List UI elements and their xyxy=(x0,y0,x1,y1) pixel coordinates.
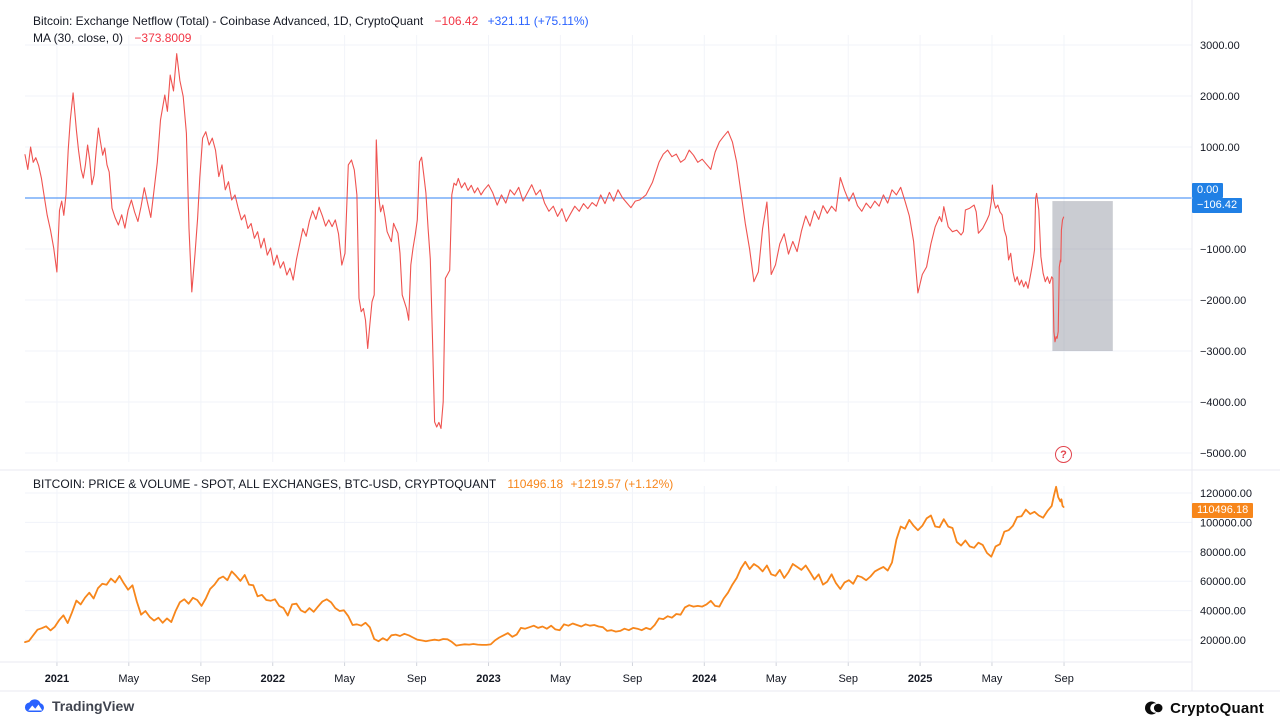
netflow-last-value: −106.42 xyxy=(434,14,479,28)
y-tick-label: 1000.00 xyxy=(1200,142,1240,154)
tradingview-logo[interactable]: TradingView xyxy=(24,698,134,714)
netflow-last-value-badge: −106.42 xyxy=(1192,198,1243,213)
x-tick-label: 2022 xyxy=(260,673,284,685)
x-tick-label: 2025 xyxy=(908,673,932,685)
netflow-series-line xyxy=(24,53,1065,430)
cryptoquant-logo-text: CryptoQuant xyxy=(1170,699,1264,717)
y-tick-label: −5000.00 xyxy=(1200,448,1246,460)
y-tick-label: −4000.00 xyxy=(1200,397,1246,409)
price-change-value: +1219.57 (+1.12%) xyxy=(570,477,674,491)
ma-title-row: MA (30, close, 0) −373.8009 xyxy=(33,31,191,45)
zero-line-badge: 0.00 xyxy=(1192,183,1224,198)
price-series-line xyxy=(24,485,1065,647)
x-tick-label: May xyxy=(982,673,1003,685)
y-tick-label: 100000.00 xyxy=(1200,517,1252,529)
y-tick-label: −2000.00 xyxy=(1200,295,1246,307)
y-tick-label: −3000.00 xyxy=(1200,346,1246,358)
tradingview-logo-text: TradingView xyxy=(52,698,135,714)
price-last-value: 110496.18 xyxy=(507,477,564,491)
y-tick-label: 120000.00 xyxy=(1200,488,1252,500)
x-tick-label: 2024 xyxy=(692,673,717,685)
y-tick-label: −1000.00 xyxy=(1200,244,1246,256)
x-tick-label: Sep xyxy=(838,673,858,685)
y-tick-label: 2000.00 xyxy=(1200,91,1240,103)
y-tick-label: 40000.00 xyxy=(1200,606,1246,618)
price-last-value-badge: 110496.18 xyxy=(1192,503,1254,518)
x-tick-label: May xyxy=(766,673,787,685)
netflow-title: Bitcoin: Exchange Netflow (Total) - Coin… xyxy=(33,14,424,28)
x-tick-label: 2023 xyxy=(476,673,500,685)
x-tick-label: 2021 xyxy=(45,673,69,685)
x-tick-label: May xyxy=(550,673,571,685)
netflow-change-value: +321.11 (+75.11%) xyxy=(487,14,589,28)
x-tick-label: Sep xyxy=(623,673,643,685)
ma-value: −373.8009 xyxy=(134,31,192,45)
tradingview-cloud-icon xyxy=(24,698,46,714)
y-tick-label: 3000.00 xyxy=(1200,40,1240,52)
x-tick-label: May xyxy=(334,673,355,685)
y-tick-label: 20000.00 xyxy=(1200,635,1246,647)
y-tick-label: 80000.00 xyxy=(1200,547,1246,559)
cryptoquant-icon xyxy=(1144,698,1164,718)
y-tick-label: 60000.00 xyxy=(1200,576,1246,588)
x-tick-label: Sep xyxy=(407,673,427,685)
help-question-marker[interactable]: ? xyxy=(1055,446,1072,463)
x-tick-label: Sep xyxy=(191,673,211,685)
x-tick-label: Sep xyxy=(1054,673,1074,685)
cryptoquant-logo[interactable]: CryptoQuant xyxy=(1144,698,1264,718)
x-tick-label: May xyxy=(118,673,139,685)
price-title: BITCOIN: PRICE & VOLUME - SPOT, ALL EXCH… xyxy=(33,477,496,491)
ma-label: MA (30, close, 0) xyxy=(33,31,124,45)
price-title-row: BITCOIN: PRICE & VOLUME - SPOT, ALL EXCH… xyxy=(33,477,673,491)
recent-period-highlight-box xyxy=(1052,201,1113,352)
netflow-title-row: Bitcoin: Exchange Netflow (Total) - Coin… xyxy=(33,14,589,28)
